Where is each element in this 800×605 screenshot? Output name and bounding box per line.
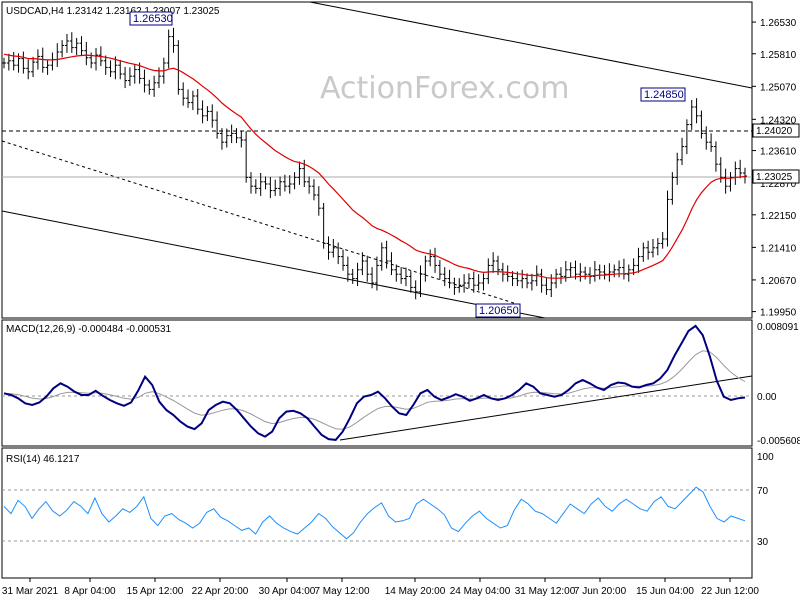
dotted-trend-line (1, 140, 521, 306)
rsi-tick-30: 30 (757, 537, 769, 548)
time-tick-label: 22 Apr 20:00 (192, 586, 249, 597)
macd-header: MACD(12,26,9) -0.000484 -0.000531 (6, 324, 172, 335)
time-tick-label: 31 Mar 2021 (2, 586, 59, 597)
macd-tick-top: 0.008091 (757, 322, 799, 333)
level-price-tag: 1.24020 (752, 123, 800, 138)
current-price-label: 1.23025 (756, 172, 793, 183)
peak-annotation-text: 1.24850 (644, 89, 684, 101)
time-axis: 31 Mar 2021 8 Apr 04:00 15 Apr 12:00 22 Apr… (2, 578, 759, 597)
price-tick-label: 1.19950 (760, 308, 797, 319)
price-tick-label: 1.26530 (760, 18, 797, 29)
price-tick-label: 1.21410 (760, 243, 797, 254)
macd-signal-line (3, 350, 746, 430)
macd-trend-line (339, 375, 753, 441)
time-tick-label: 8 Apr 04:00 (64, 586, 116, 597)
price-tick-label: 1.22150 (760, 211, 797, 222)
moving-average-line (3, 53, 746, 279)
rsi-header: RSI(14) 46.1217 (6, 454, 80, 465)
rsi-line (3, 486, 746, 540)
macd-line (3, 324, 746, 441)
price-tick-label: 1.24320 (760, 115, 797, 126)
high-annotation-text: 1.26530 (133, 13, 173, 25)
time-tick-label: 22 Jun 12:00 (701, 586, 759, 597)
lower-channel-line (1, 210, 546, 319)
rsi-tick-70: 70 (757, 486, 769, 497)
level-price-label: 1.24020 (756, 126, 793, 137)
rsi-tick-100: 100 (757, 452, 774, 463)
price-tick-label: 1.25070 (760, 82, 797, 93)
time-tick-label: 24 May 04:00 (450, 586, 511, 597)
peak-annotation: 1.24850 (640, 87, 686, 102)
time-tick-label: 15 Apr 12:00 (127, 586, 184, 597)
current-price-tag: 1.23025 (752, 169, 800, 184)
price-axis: 1.26530 1.25810 1.25070 1.24320 1.23610 1.228… (752, 18, 797, 319)
high-annotation: 1.26530 (129, 11, 173, 26)
macd-tick-bottom: -0.005608 (757, 436, 800, 447)
time-tick-label: 14 May 20:00 (385, 586, 446, 597)
low-annotation: 1.20650 (475, 303, 521, 318)
time-tick-label: 31 May 12:00 (515, 586, 576, 597)
price-header: USDCAD,H4 1.23142 1.23162 1.23007 1.2302… (6, 6, 220, 17)
price-bars (2, 27, 747, 300)
low-annotation-text: 1.20650 (479, 305, 519, 317)
upper-channel-line (309, 1, 753, 89)
rsi-panel-frame (1, 447, 753, 579)
time-tick-label: 30 Apr 04:00 (259, 586, 316, 597)
macd-tick-zero: 0.00 (757, 392, 777, 403)
macd-panel-frame (1, 319, 753, 447)
watermark: ActionForex.com (320, 71, 569, 106)
price-tick-label: 1.20670 (760, 276, 797, 287)
time-tick-label: 7 Jun 20:00 (574, 586, 627, 597)
time-tick-label: 7 May 12:00 (314, 586, 369, 597)
price-tick-label: 1.22870 (760, 179, 797, 190)
time-tick-label: 15 Jun 04:00 (636, 586, 694, 597)
price-tick-label: 1.25810 (760, 50, 797, 61)
price-tick-label: 1.23610 (760, 147, 797, 158)
